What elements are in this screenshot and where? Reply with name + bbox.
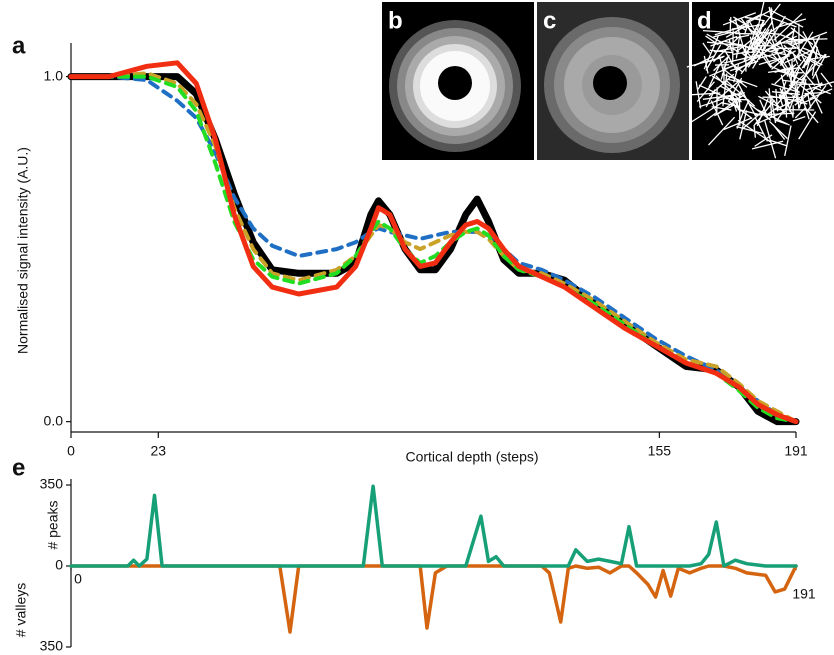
panel-label: e xyxy=(12,454,25,481)
core xyxy=(593,66,627,100)
y-axis-label: # valleys xyxy=(13,583,29,637)
x-axis-label: Cortical depth (steps) xyxy=(405,449,538,465)
y-axis-label: Normalised signal intensity (A.U.) xyxy=(15,147,31,354)
x-tick-label: 155 xyxy=(648,443,672,459)
x-tick-label: 0 xyxy=(74,571,82,587)
x-tick-label: 23 xyxy=(151,443,167,459)
inset-b: b xyxy=(382,2,534,160)
y-tick-label: 0.0 xyxy=(44,412,64,428)
x-tick-label: 191 xyxy=(792,586,816,602)
series-line xyxy=(71,486,796,566)
inset-label: d xyxy=(697,7,712,34)
inset-label: b xyxy=(388,7,403,34)
y-tick-label: 1.0 xyxy=(44,67,64,83)
y-tick-label: 350 xyxy=(40,638,64,654)
panel-label: a xyxy=(12,32,26,59)
y-axis-label: # peaks xyxy=(45,500,61,549)
core xyxy=(438,66,472,100)
figure: b c d a 0.0 1.0 0 23 155 191 Cortical depth (ste… xyxy=(0,0,834,655)
series-line xyxy=(71,566,796,632)
x-tick-label: 191 xyxy=(784,443,808,459)
inset-label: c xyxy=(543,7,556,34)
inset-c: c xyxy=(537,2,689,160)
x-tick-label: 0 xyxy=(67,443,75,459)
y-tick-label: 0 xyxy=(55,557,63,573)
y-tick-label: 350 xyxy=(40,476,64,492)
